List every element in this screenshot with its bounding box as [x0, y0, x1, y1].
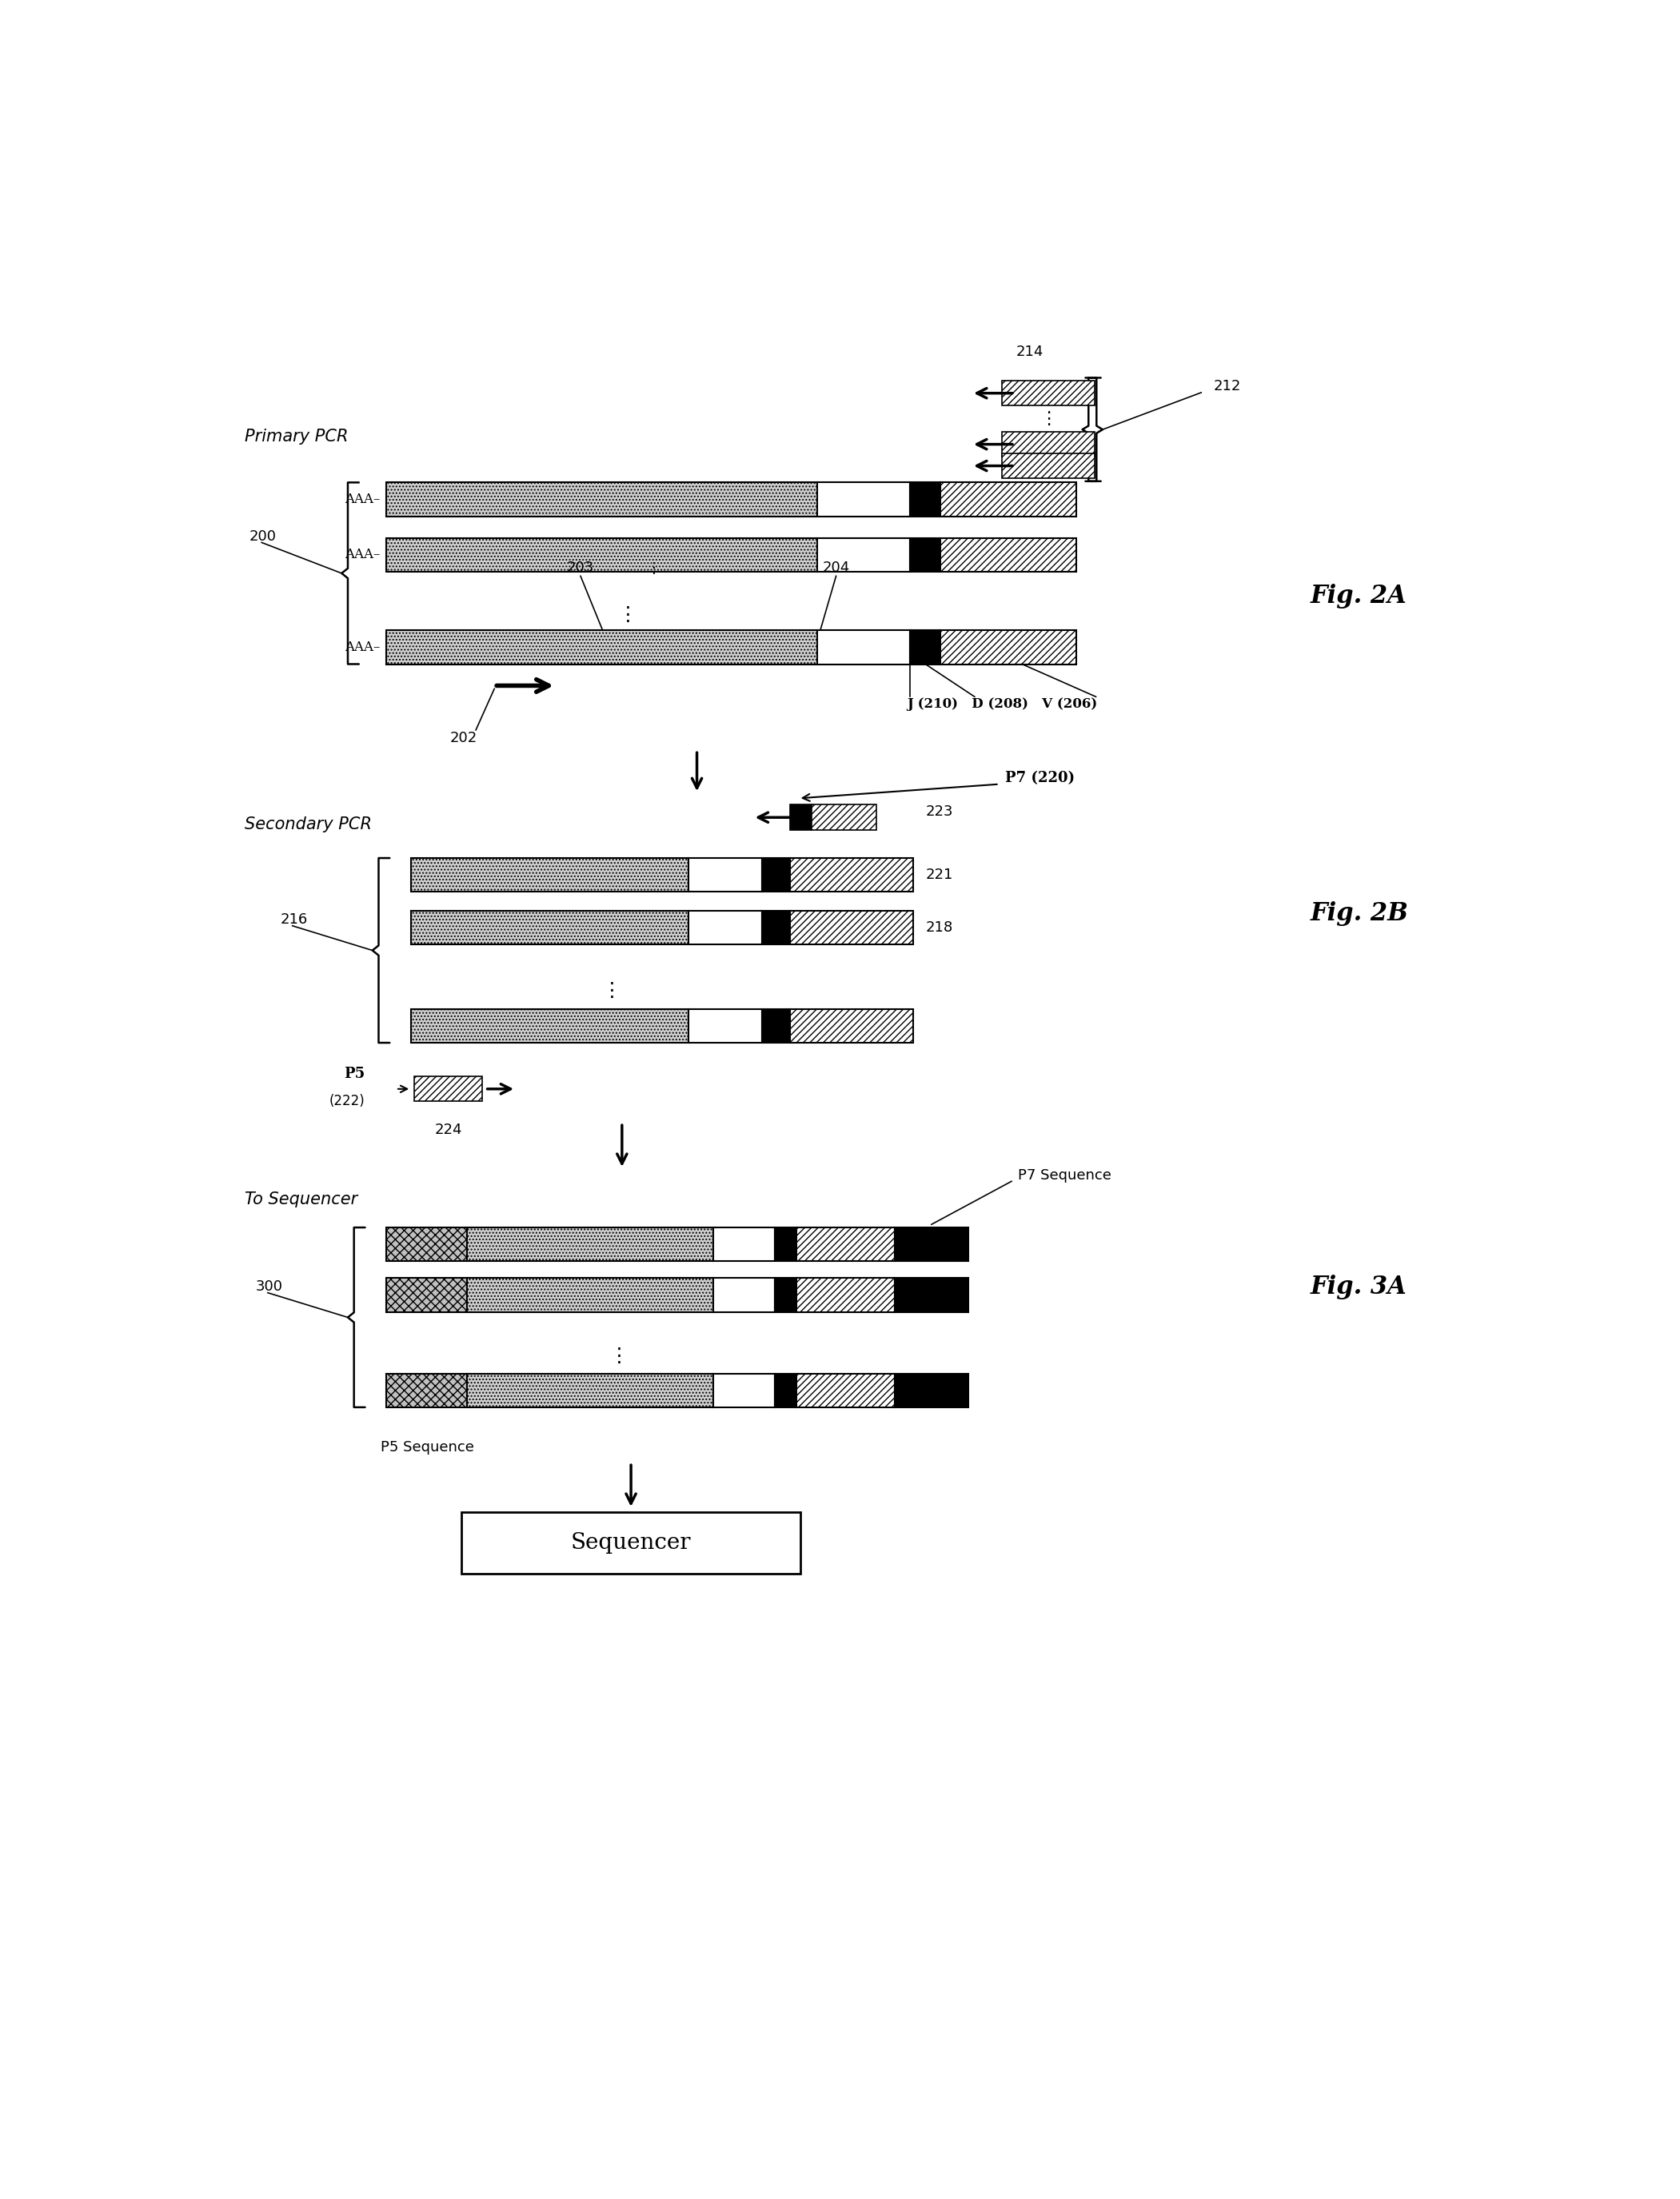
Bar — [796, 1278, 894, 1313]
Bar — [774, 1278, 796, 1313]
Bar — [467, 1374, 712, 1407]
Bar — [412, 1009, 689, 1042]
Text: 224: 224 — [435, 1124, 462, 1137]
Text: AAA–: AAA– — [344, 640, 380, 653]
Bar — [790, 1009, 912, 1042]
Bar — [811, 805, 875, 831]
Text: 214: 214 — [1016, 345, 1043, 358]
Bar — [1003, 380, 1095, 405]
Bar — [941, 482, 1077, 517]
Bar — [412, 910, 689, 943]
Text: J (210)   D (208)   V (206): J (210) D (208) V (206) — [907, 697, 1097, 710]
Text: Fig. 3A: Fig. 3A — [1310, 1275, 1406, 1300]
Text: P5 Sequence: P5 Sequence — [380, 1440, 474, 1454]
Bar — [790, 910, 912, 943]
Bar — [462, 1513, 800, 1574]
Bar — [467, 1227, 712, 1262]
Bar — [941, 631, 1077, 664]
Text: P7 Sequence: P7 Sequence — [1018, 1168, 1110, 1183]
Bar — [712, 1278, 774, 1313]
Text: ⋮: ⋮ — [618, 605, 638, 625]
Text: (222): (222) — [329, 1095, 365, 1108]
Text: 300: 300 — [255, 1280, 282, 1293]
Text: Primary PCR: Primary PCR — [245, 429, 348, 444]
Text: ⋮: ⋮ — [601, 981, 622, 1001]
Bar — [790, 858, 912, 893]
Bar — [412, 858, 689, 893]
Text: ⋮: ⋮ — [1040, 411, 1057, 427]
Bar — [763, 858, 790, 893]
Bar — [689, 1009, 763, 1042]
Bar — [894, 1278, 968, 1313]
Bar — [467, 1278, 712, 1313]
Bar — [911, 482, 941, 517]
Bar — [712, 1227, 774, 1262]
Bar — [763, 910, 790, 943]
Bar — [796, 1374, 894, 1407]
Text: P7 (220): P7 (220) — [1005, 772, 1075, 785]
Bar — [712, 1374, 774, 1407]
Text: To Sequencer: To Sequencer — [245, 1192, 358, 1207]
Text: AAA–: AAA– — [344, 548, 380, 561]
Text: 216: 216 — [281, 913, 307, 926]
Bar — [689, 910, 763, 943]
Bar — [894, 1227, 968, 1262]
Text: Fig. 2A: Fig. 2A — [1310, 585, 1406, 609]
Text: P5: P5 — [344, 1067, 365, 1080]
Bar — [774, 1227, 796, 1262]
Text: Fig. 2B: Fig. 2B — [1310, 902, 1408, 926]
Text: Sequencer: Sequencer — [571, 1533, 690, 1552]
Text: AAA–: AAA– — [344, 493, 380, 506]
Bar — [818, 482, 911, 517]
Text: ⋮: ⋮ — [647, 561, 660, 576]
Text: 212: 212 — [1213, 378, 1242, 394]
Bar — [790, 805, 811, 831]
Text: 203: 203 — [566, 561, 595, 574]
Text: 221: 221 — [926, 869, 953, 882]
Bar — [1003, 431, 1095, 457]
Bar — [941, 539, 1077, 572]
Bar — [386, 1278, 467, 1313]
Bar — [386, 482, 818, 517]
Bar — [386, 1374, 467, 1407]
Bar — [818, 539, 911, 572]
Bar — [911, 539, 941, 572]
Text: 204: 204 — [823, 561, 850, 574]
Text: 223: 223 — [926, 805, 953, 818]
Bar — [415, 1078, 482, 1102]
Bar — [1003, 453, 1095, 477]
Bar — [911, 631, 941, 664]
Bar — [818, 631, 911, 664]
Bar — [386, 1227, 467, 1262]
Text: 218: 218 — [926, 919, 953, 935]
Text: 202: 202 — [450, 730, 477, 745]
Text: Secondary PCR: Secondary PCR — [245, 816, 373, 831]
Bar — [796, 1227, 894, 1262]
Bar — [894, 1374, 968, 1407]
Bar — [763, 1009, 790, 1042]
Bar — [386, 539, 818, 572]
Text: 200: 200 — [249, 530, 277, 543]
Bar — [774, 1374, 796, 1407]
Bar — [386, 631, 818, 664]
Bar — [689, 858, 763, 893]
Text: ⋮: ⋮ — [610, 1346, 630, 1366]
